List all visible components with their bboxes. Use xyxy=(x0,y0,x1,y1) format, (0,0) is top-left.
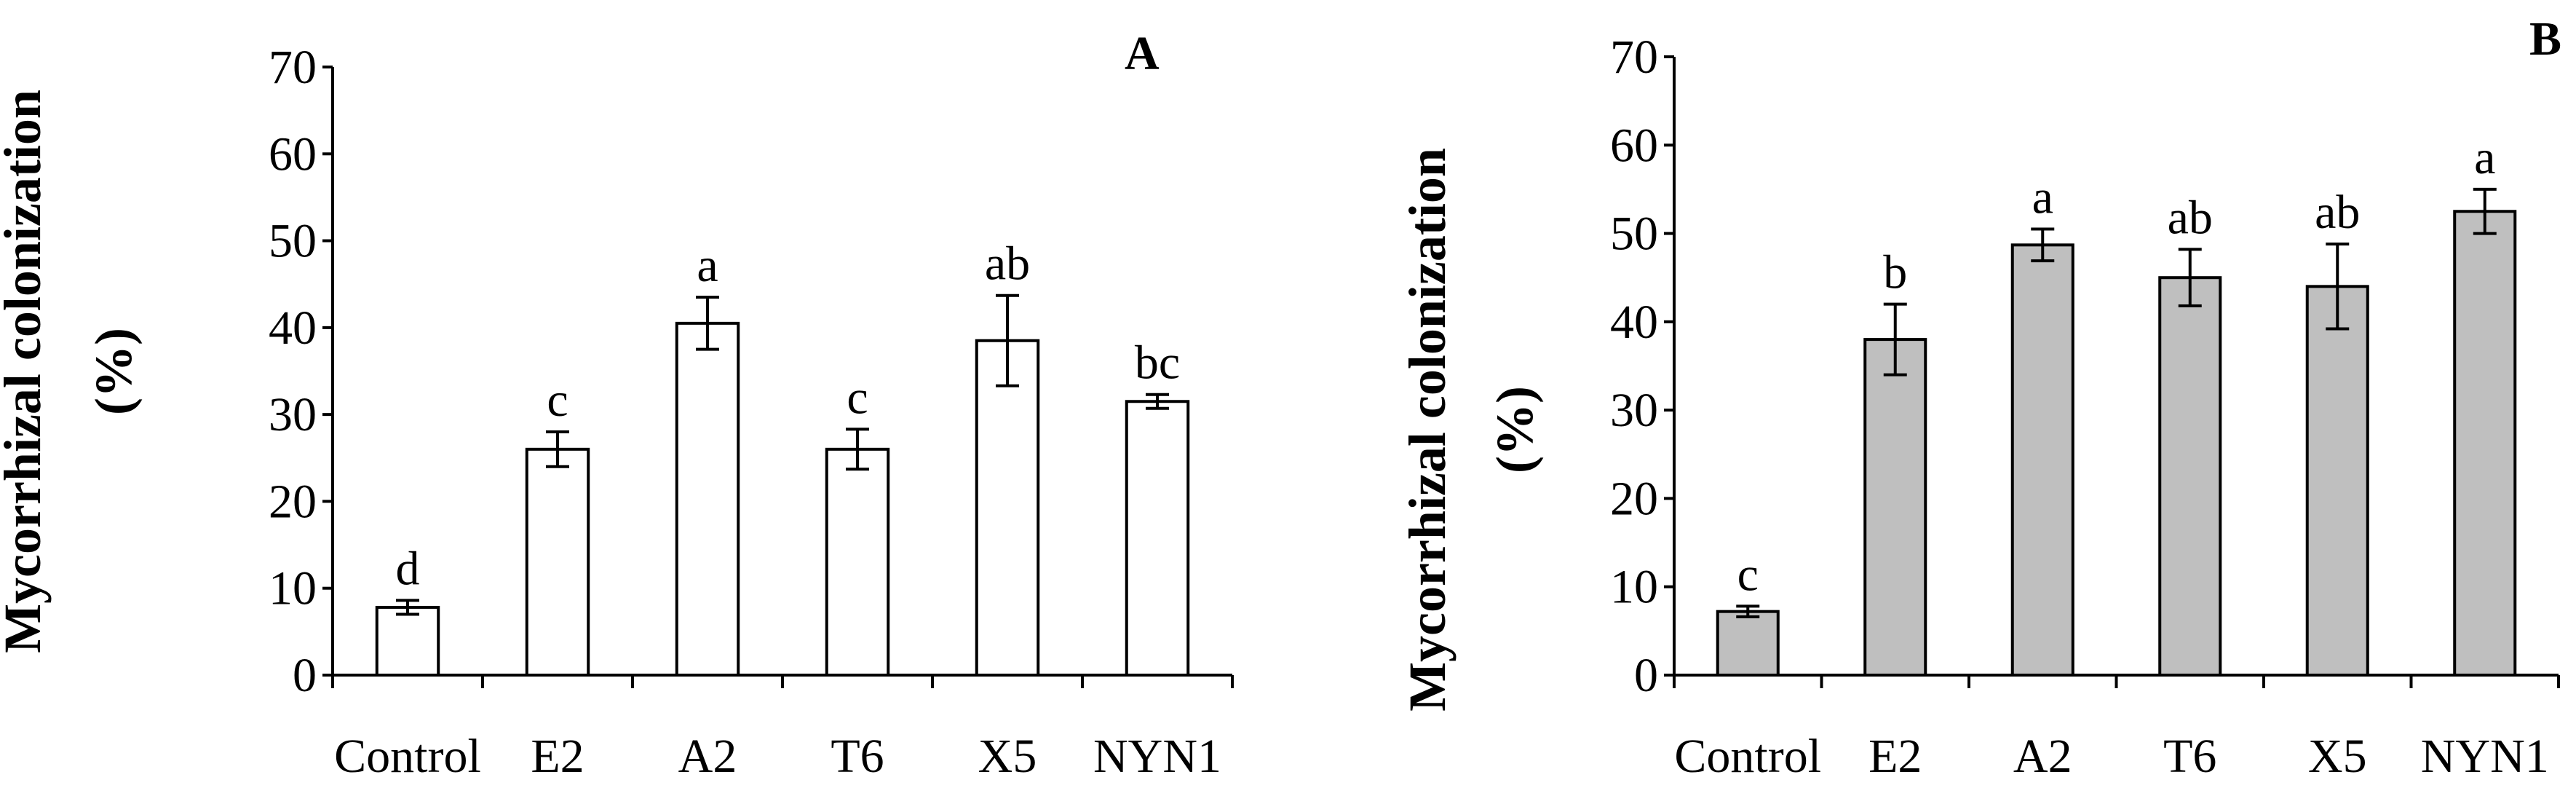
panel-b-y-tick-label: 0 xyxy=(1634,649,1658,702)
panel-b-label: B xyxy=(2529,12,2561,66)
panel-a-bar-e2 xyxy=(525,447,590,677)
panel-a-bar-x5 xyxy=(975,339,1040,677)
panel-a-category-label: NYN1 xyxy=(1093,730,1221,783)
panel-a-y-tick-label: 40 xyxy=(269,302,317,355)
panel-b-bar-nyn1 xyxy=(2453,210,2517,677)
panel-a-bar-t6 xyxy=(825,447,890,677)
panel-b-sig-letter: ab xyxy=(2315,186,2360,239)
panel-a-sig-letter: ab xyxy=(985,237,1030,291)
panel-b-sig-letter: a xyxy=(2474,131,2495,184)
panel-b-category-label: X5 xyxy=(2308,730,2367,783)
panel-a-sig-letter: bc xyxy=(1135,336,1180,390)
panel-b-y-axis-title-unit: (%) xyxy=(1486,386,1544,473)
panel-a-y-tick-label: 30 xyxy=(269,388,317,441)
panel-b-category-label: NYN1 xyxy=(2421,730,2549,783)
panel-a-category-label: T6 xyxy=(831,730,884,783)
panel-b-y-tick-label: 20 xyxy=(1610,472,1658,525)
panel-a-bar-a2 xyxy=(675,321,740,677)
panel-a-sig-letter: a xyxy=(697,239,718,292)
panel-b-sig-letter: c xyxy=(1737,548,1759,601)
panel-b-category-label: A2 xyxy=(2013,730,2072,783)
panel-a-bar-nyn1 xyxy=(1125,400,1190,677)
panel-a-sig-letter: c xyxy=(547,374,568,427)
panel-a-y-axis-title-unit: (%) xyxy=(84,328,143,415)
panel-b-category-label: T6 xyxy=(2163,730,2216,783)
panel-b-bar-x5 xyxy=(2305,285,2369,677)
panel-a-y-tick-label: 70 xyxy=(269,41,317,94)
panel-a-y-axis-title: Mycorrhizal colonization xyxy=(0,90,52,653)
panel-b-bar-a2 xyxy=(2010,243,2074,677)
panel-b-sig-letter: ab xyxy=(2168,191,2213,244)
panel-b-y-tick-label: 30 xyxy=(1610,384,1658,437)
panel-a-y-tick-label: 0 xyxy=(293,649,317,702)
panel-b-bar-control xyxy=(1716,610,1780,677)
panel-a-sig-letter: c xyxy=(847,371,868,424)
panel-a-y-tick-label: 60 xyxy=(269,127,317,181)
panel-b-y-tick-label: 60 xyxy=(1610,119,1658,172)
panel-a-category-label: Control xyxy=(334,730,481,783)
panel-a-y-tick-label: 20 xyxy=(269,475,317,528)
panel-a-y-tick-label: 10 xyxy=(269,562,317,615)
panel-b-y-tick-label: 10 xyxy=(1610,561,1658,614)
panel-b-y-tick-label: 70 xyxy=(1610,31,1658,84)
panel-a-bar-control xyxy=(375,605,440,677)
panel-b-category-label: Control xyxy=(1674,730,1821,783)
panel-b-bar-t6 xyxy=(2158,276,2222,677)
panel-b-sig-letter: b xyxy=(1883,246,1907,299)
panel-b-bar-e2 xyxy=(1863,338,1927,677)
panel-b-y-axis-title: Mycorrhizal colonization xyxy=(1398,148,1457,712)
panel-a-category-label: A2 xyxy=(678,730,737,783)
panel-a-sig-letter: d xyxy=(396,542,420,595)
panel-b-y-tick-label: 40 xyxy=(1610,296,1658,349)
panel-a-category-label: E2 xyxy=(531,730,584,783)
panel-a-category-label: X5 xyxy=(978,730,1037,783)
panel-a-label: A xyxy=(1125,27,1160,80)
panel-b-sig-letter: a xyxy=(2032,171,2053,224)
panel-a-y-tick-label: 50 xyxy=(269,215,317,268)
panel-b-y-tick-label: 50 xyxy=(1610,208,1658,261)
panel-b-category-label: E2 xyxy=(1868,730,1922,783)
